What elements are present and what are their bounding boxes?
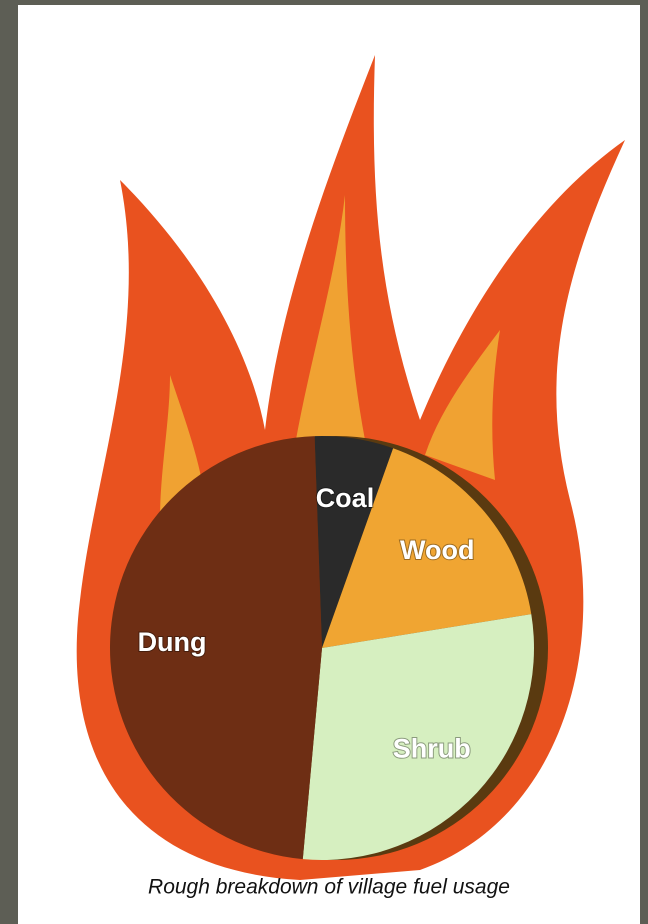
chart: Rough breakdown of village fuel usage Co… <box>0 0 648 924</box>
page: Rough breakdown of village fuel usage Co… <box>0 0 648 924</box>
slice-label: Wood <box>400 535 474 565</box>
slice-label: Coal <box>316 483 375 513</box>
slice-label: Dung <box>138 627 207 657</box>
slice-label: Shrub <box>393 733 471 763</box>
caption: Rough breakdown of village fuel usage <box>148 876 510 899</box>
